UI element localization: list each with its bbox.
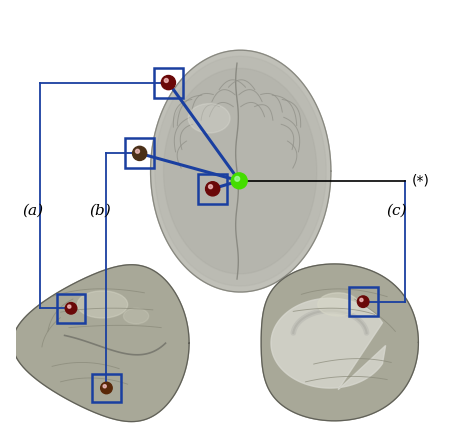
Ellipse shape — [123, 308, 149, 324]
Bar — [125, 139, 154, 168]
Polygon shape — [12, 265, 189, 422]
Text: (b): (b) — [89, 204, 110, 218]
Text: (*): (*) — [412, 174, 430, 188]
Polygon shape — [261, 264, 419, 421]
Text: (a): (a) — [22, 204, 43, 218]
Circle shape — [133, 147, 147, 160]
Bar — [349, 287, 377, 316]
Polygon shape — [155, 56, 326, 286]
Circle shape — [164, 79, 168, 83]
Ellipse shape — [318, 293, 359, 316]
Bar — [198, 174, 227, 204]
Ellipse shape — [188, 103, 230, 133]
Ellipse shape — [77, 291, 128, 318]
Polygon shape — [271, 298, 386, 390]
Circle shape — [68, 305, 71, 308]
Text: (c): (c) — [386, 204, 407, 218]
Circle shape — [161, 75, 175, 90]
Bar — [92, 373, 121, 402]
Bar — [56, 294, 85, 323]
Circle shape — [209, 185, 212, 189]
Circle shape — [235, 176, 240, 181]
Circle shape — [100, 382, 112, 394]
Circle shape — [231, 173, 247, 189]
Circle shape — [360, 298, 363, 301]
Circle shape — [206, 182, 220, 196]
Polygon shape — [151, 50, 331, 292]
Circle shape — [103, 385, 106, 388]
Bar — [154, 67, 183, 98]
Polygon shape — [164, 68, 317, 274]
Circle shape — [136, 149, 139, 153]
Circle shape — [65, 302, 77, 314]
Circle shape — [357, 296, 369, 307]
